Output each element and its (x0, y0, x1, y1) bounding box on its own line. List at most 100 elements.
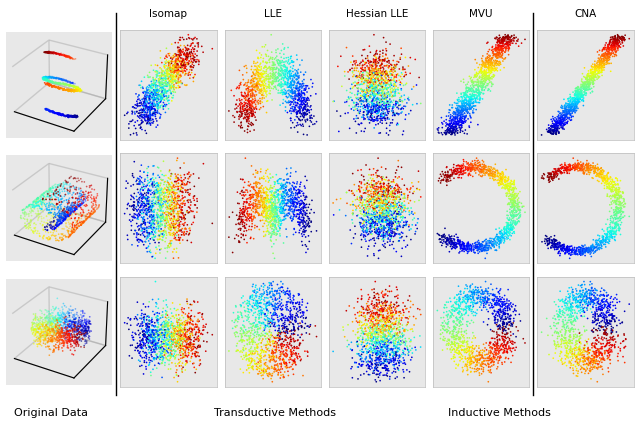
Point (454, 124, 465, 131)
Point (607, 228, 617, 235)
Point (137, 354, 147, 361)
Point (463, 248, 473, 255)
Point (285, 73, 296, 79)
Point (275, 102, 285, 108)
Point (383, 182, 393, 189)
Point (611, 189, 621, 196)
Point (497, 342, 508, 349)
Point (192, 204, 202, 211)
Point (595, 60, 605, 66)
Point (278, 195, 288, 202)
Point (374, 104, 385, 111)
Point (377, 218, 387, 225)
Point (175, 349, 185, 356)
Point (385, 219, 396, 226)
Point (387, 220, 397, 227)
Point (159, 229, 169, 235)
Point (465, 101, 476, 108)
Point (604, 50, 614, 57)
Point (582, 360, 592, 367)
Point (432, 230, 442, 237)
Point (152, 352, 162, 359)
Point (291, 192, 301, 198)
Point (289, 331, 300, 337)
Point (251, 75, 261, 82)
Point (464, 93, 474, 100)
Point (554, 249, 564, 255)
Point (159, 103, 169, 110)
Point (270, 202, 280, 209)
Point (598, 238, 609, 245)
Point (458, 161, 468, 167)
Point (593, 297, 604, 303)
Point (585, 360, 595, 366)
Point (478, 60, 488, 67)
Point (138, 335, 148, 342)
Point (616, 213, 626, 220)
Point (166, 202, 177, 209)
Point (157, 197, 168, 204)
Point (300, 106, 310, 113)
Point (360, 125, 371, 132)
Point (147, 175, 157, 181)
Point (473, 78, 483, 85)
Point (295, 309, 305, 316)
Point (483, 82, 493, 89)
Point (152, 326, 163, 333)
Point (386, 91, 396, 97)
Point (378, 353, 388, 360)
Point (382, 90, 392, 96)
Point (481, 240, 492, 247)
Point (234, 200, 244, 207)
Point (376, 351, 387, 358)
Point (356, 86, 367, 93)
Point (388, 66, 399, 73)
Point (483, 360, 493, 367)
Point (562, 244, 572, 250)
Point (487, 66, 497, 73)
Point (262, 320, 273, 326)
Point (575, 251, 585, 258)
Point (470, 284, 481, 291)
Point (388, 320, 399, 326)
Point (259, 76, 269, 83)
Point (397, 217, 407, 224)
Point (393, 332, 403, 339)
Point (464, 248, 474, 255)
Point (252, 191, 262, 198)
Point (374, 359, 384, 366)
Point (286, 198, 296, 205)
Point (378, 318, 388, 325)
Point (378, 83, 388, 90)
Point (289, 74, 300, 81)
Point (136, 191, 147, 198)
Point (153, 92, 163, 99)
Point (463, 303, 474, 310)
Point (166, 348, 176, 354)
Point (500, 305, 510, 312)
Point (193, 338, 204, 345)
Point (286, 342, 296, 349)
Point (614, 35, 625, 42)
Point (275, 68, 285, 75)
Point (507, 203, 517, 210)
Point (602, 230, 612, 237)
Point (180, 202, 190, 209)
Point (478, 91, 488, 97)
Point (490, 61, 500, 68)
Point (479, 170, 489, 177)
Point (555, 119, 565, 126)
Point (350, 73, 360, 80)
Point (255, 67, 266, 74)
Point (506, 196, 516, 203)
Point (168, 220, 179, 227)
Point (446, 124, 456, 131)
Point (248, 69, 258, 76)
Point (148, 329, 159, 336)
Point (134, 226, 145, 232)
Point (146, 202, 156, 209)
Point (168, 320, 178, 326)
Point (377, 212, 387, 219)
Point (155, 113, 165, 120)
Point (237, 211, 248, 218)
